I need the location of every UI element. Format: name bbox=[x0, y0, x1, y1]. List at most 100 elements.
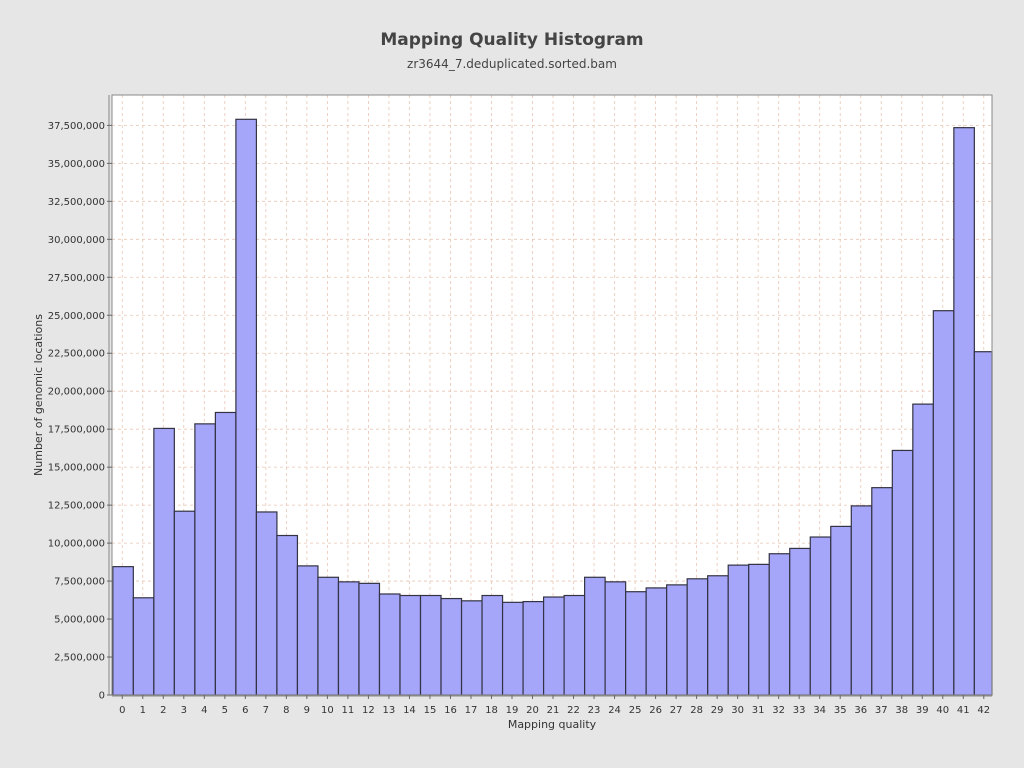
bar-q32 bbox=[768, 553, 791, 696]
x-tick-label: 18 bbox=[485, 705, 498, 716]
x-tick-label: 0 bbox=[119, 705, 125, 716]
bar-q5 bbox=[214, 411, 237, 696]
bar-q25 bbox=[625, 591, 647, 696]
x-tick-label: 3 bbox=[181, 705, 187, 716]
x-axis-label: Mapping quality bbox=[508, 718, 597, 731]
x-tick-label: 1 bbox=[140, 705, 146, 716]
bar-q26 bbox=[645, 587, 668, 696]
y-tick-label: 20,000,000 bbox=[48, 387, 105, 398]
bar-q35 bbox=[830, 525, 852, 696]
x-tick-label: 6 bbox=[242, 705, 248, 716]
bar-q10 bbox=[317, 576, 340, 696]
x-tick-label: 27 bbox=[670, 705, 683, 716]
x-tick-label: 26 bbox=[649, 705, 662, 716]
bar-q29 bbox=[707, 575, 729, 696]
bar-q33 bbox=[789, 547, 811, 696]
bar-q19 bbox=[501, 601, 524, 696]
y-tick-label: 0 bbox=[99, 691, 105, 702]
bar-q14 bbox=[399, 594, 422, 696]
y-tick-label: 2,500,000 bbox=[54, 653, 105, 664]
bar-q12 bbox=[358, 582, 381, 696]
x-tick-label: 5 bbox=[222, 705, 228, 716]
y-tick-label: 22,500,000 bbox=[48, 349, 105, 360]
bar-q38 bbox=[891, 449, 914, 696]
x-tick-label: 24 bbox=[608, 705, 621, 716]
bar-q22 bbox=[563, 594, 586, 696]
bar-q36 bbox=[850, 505, 873, 696]
bar-q3 bbox=[173, 510, 196, 696]
bar-q4 bbox=[194, 423, 216, 696]
bar-q34 bbox=[809, 536, 832, 696]
x-tick-label: 17 bbox=[465, 705, 478, 716]
y-tick-label: 12,500,000 bbox=[48, 501, 105, 512]
x-tick-label: 41 bbox=[957, 705, 970, 716]
x-tick-label: 13 bbox=[383, 705, 396, 716]
x-tick-label: 42 bbox=[977, 705, 990, 716]
bar-q13 bbox=[378, 593, 401, 696]
bar-q41 bbox=[953, 127, 975, 696]
x-tick-label: 36 bbox=[854, 705, 867, 716]
x-tick-label: 30 bbox=[731, 705, 744, 716]
x-tick-label: 35 bbox=[834, 705, 847, 716]
y-tick-label: 17,500,000 bbox=[48, 425, 105, 436]
x-tick-label: 12 bbox=[362, 705, 375, 716]
y-axis-label: Number of genomic locations bbox=[32, 314, 45, 476]
bar-q1 bbox=[132, 597, 155, 696]
y-tick-label: 5,000,000 bbox=[54, 615, 105, 626]
y-tick-label: 32,500,000 bbox=[48, 197, 105, 208]
x-tick-label: 10 bbox=[321, 705, 334, 716]
bar-q37 bbox=[871, 487, 893, 696]
bar-q39 bbox=[912, 403, 934, 696]
x-tick-label: 32 bbox=[772, 705, 785, 716]
x-tick-label: 33 bbox=[793, 705, 806, 716]
x-tick-label: 34 bbox=[813, 705, 826, 716]
x-tick-label: 9 bbox=[304, 705, 310, 716]
bar-q42 bbox=[973, 351, 993, 696]
x-axis-ticks: 0 1 2 3 4 5 6 7 8 9 10 11 12 13 14 15 16 17 18 19 20 21 22 23 24… bbox=[119, 695, 990, 716]
y-tick-label: 15,000,000 bbox=[48, 463, 105, 474]
bar-q17 bbox=[460, 600, 483, 696]
x-tick-label: 38 bbox=[895, 705, 908, 716]
x-tick-label: 2 bbox=[160, 705, 166, 716]
x-tick-label: 31 bbox=[752, 705, 765, 716]
x-tick-label: 8 bbox=[283, 705, 289, 716]
x-tick-label: 22 bbox=[567, 705, 580, 716]
bar-q8 bbox=[276, 534, 299, 696]
bar-q7 bbox=[255, 511, 278, 696]
x-tick-label: 25 bbox=[629, 705, 642, 716]
plot-border bbox=[111, 94, 993, 696]
bar-q23 bbox=[584, 576, 606, 696]
chart-title: Mapping Quality Histogram bbox=[380, 30, 644, 50]
y-tick-label: 27,500,000 bbox=[48, 273, 105, 284]
x-tick-label: 21 bbox=[547, 705, 560, 716]
x-tick-label: 19 bbox=[506, 705, 519, 716]
bar-q9 bbox=[296, 565, 319, 696]
y-tick-label: 10,000,000 bbox=[48, 539, 105, 550]
bar-q30 bbox=[727, 564, 750, 696]
y-axis-ticks: 0 2,500,000 5,000,000 7,500,000 10,000,000 12… bbox=[48, 121, 112, 702]
axes bbox=[108, 94, 993, 697]
x-tick-label: 23 bbox=[588, 705, 601, 716]
bar-q28 bbox=[686, 578, 709, 696]
bar-q20 bbox=[522, 600, 545, 696]
x-tick-label: 37 bbox=[875, 705, 888, 716]
x-tick-label: 29 bbox=[711, 705, 724, 716]
bar-q21 bbox=[542, 596, 565, 696]
x-tick-label: 40 bbox=[936, 705, 949, 716]
x-tick-label: 11 bbox=[342, 705, 355, 716]
x-tick-label: 4 bbox=[201, 705, 207, 716]
bar-q6 bbox=[235, 118, 258, 696]
bar-q0 bbox=[112, 566, 134, 696]
bar-q27 bbox=[666, 584, 688, 696]
y-tick-label: 35,000,000 bbox=[48, 159, 105, 170]
x-tick-label: 20 bbox=[526, 705, 539, 716]
bars-layer bbox=[112, 118, 993, 696]
x-tick-label: 39 bbox=[916, 705, 929, 716]
x-tick-label: 16 bbox=[444, 705, 457, 716]
y-tick-label: 30,000,000 bbox=[48, 235, 105, 246]
y-tick-label: 7,500,000 bbox=[54, 577, 105, 588]
bar-q18 bbox=[481, 594, 504, 696]
bar-q31 bbox=[748, 563, 770, 696]
